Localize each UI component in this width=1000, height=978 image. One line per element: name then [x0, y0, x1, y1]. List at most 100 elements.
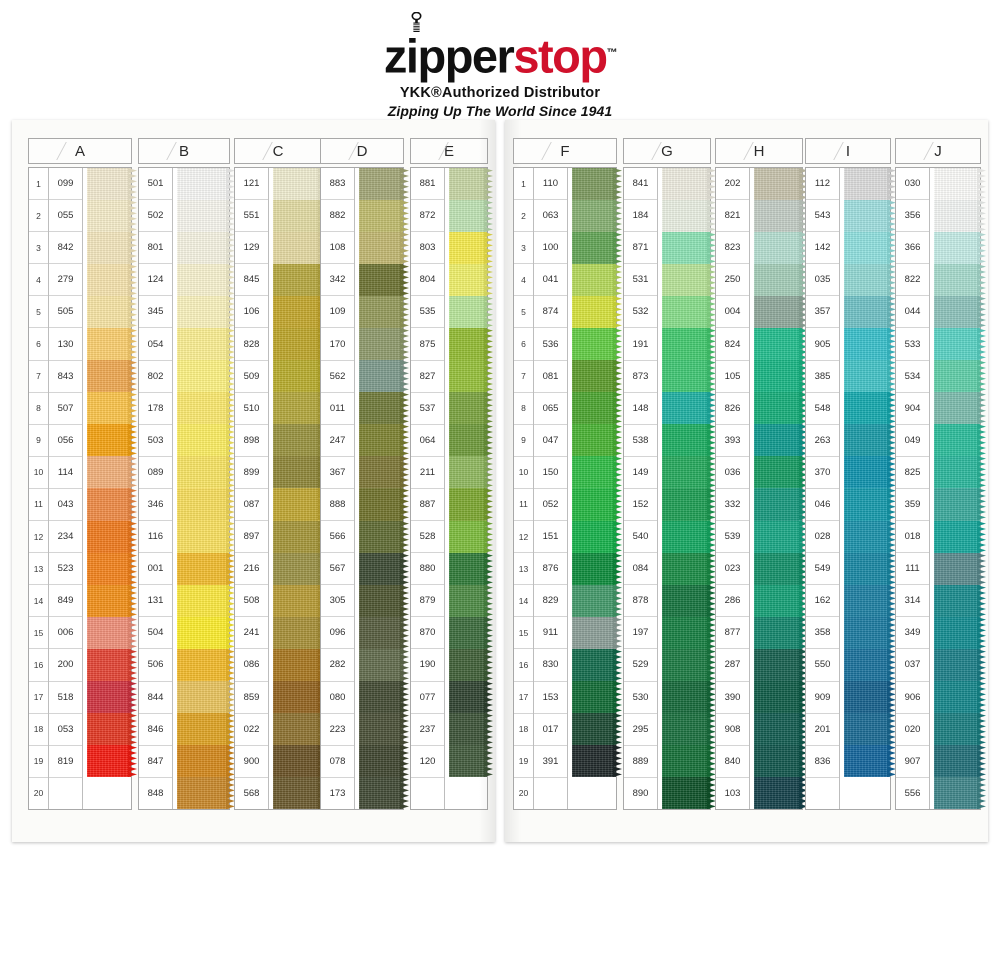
color-swatch[interactable]	[83, 680, 137, 713]
color-swatch[interactable]	[750, 296, 808, 329]
color-swatch[interactable]	[930, 584, 986, 617]
color-swatch[interactable]	[445, 392, 493, 425]
color-swatch[interactable]	[840, 744, 896, 777]
color-swatch[interactable]	[173, 168, 235, 201]
color-swatch[interactable]	[355, 712, 409, 745]
color-swatch[interactable]	[658, 232, 716, 265]
color-swatch[interactable]	[83, 232, 137, 265]
color-swatch[interactable]	[840, 488, 896, 521]
color-swatch[interactable]	[445, 520, 493, 553]
color-swatch[interactable]	[173, 712, 235, 745]
color-swatch[interactable]	[750, 552, 808, 585]
color-swatch[interactable]	[568, 648, 622, 681]
color-swatch[interactable]	[840, 712, 896, 745]
color-swatch[interactable]	[658, 360, 716, 393]
color-swatch[interactable]	[355, 680, 409, 713]
color-swatch[interactable]	[658, 520, 716, 553]
color-swatch[interactable]	[83, 296, 137, 329]
color-swatch[interactable]	[930, 552, 986, 585]
color-swatch[interactable]	[269, 232, 327, 265]
color-swatch[interactable]	[445, 200, 493, 233]
color-swatch[interactable]	[750, 456, 808, 489]
color-swatch[interactable]	[355, 648, 409, 681]
color-swatch[interactable]	[355, 520, 409, 553]
color-swatch[interactable]	[750, 360, 808, 393]
color-swatch[interactable]	[930, 520, 986, 553]
color-swatch[interactable]	[83, 424, 137, 457]
color-swatch[interactable]	[445, 168, 493, 201]
color-swatch[interactable]	[930, 392, 986, 425]
color-swatch[interactable]	[83, 744, 137, 777]
color-swatch[interactable]	[269, 744, 327, 777]
color-swatch[interactable]	[658, 712, 716, 745]
color-swatch[interactable]	[568, 232, 622, 265]
color-swatch[interactable]	[930, 232, 986, 265]
color-swatch[interactable]	[269, 616, 327, 649]
color-swatch[interactable]	[83, 552, 137, 585]
color-swatch[interactable]	[930, 712, 986, 745]
color-swatch[interactable]	[568, 264, 622, 297]
color-swatch[interactable]	[269, 456, 327, 489]
color-swatch[interactable]	[445, 264, 493, 297]
color-swatch[interactable]	[840, 264, 896, 297]
color-swatch[interactable]	[269, 168, 327, 201]
color-swatch[interactable]	[930, 200, 986, 233]
color-swatch[interactable]	[83, 712, 137, 745]
color-swatch[interactable]	[930, 680, 986, 713]
color-swatch[interactable]	[658, 680, 716, 713]
color-swatch[interactable]	[83, 264, 137, 297]
color-swatch[interactable]	[269, 648, 327, 681]
color-swatch[interactable]	[445, 424, 493, 457]
color-swatch[interactable]	[568, 616, 622, 649]
color-swatch[interactable]	[269, 552, 327, 585]
color-swatch[interactable]	[658, 776, 716, 809]
color-swatch[interactable]	[568, 777, 616, 809]
color-swatch[interactable]	[568, 392, 622, 425]
color-swatch[interactable]	[445, 360, 493, 393]
color-swatch[interactable]	[355, 456, 409, 489]
color-swatch[interactable]	[445, 744, 493, 777]
color-swatch[interactable]	[173, 520, 235, 553]
color-swatch[interactable]	[568, 200, 622, 233]
color-swatch[interactable]	[355, 328, 409, 361]
color-swatch[interactable]	[658, 584, 716, 617]
color-swatch[interactable]	[930, 616, 986, 649]
color-swatch[interactable]	[750, 488, 808, 521]
color-swatch[interactable]	[840, 296, 896, 329]
color-swatch[interactable]	[173, 744, 235, 777]
color-swatch[interactable]	[568, 456, 622, 489]
color-swatch[interactable]	[930, 744, 986, 777]
color-swatch[interactable]	[269, 680, 327, 713]
color-swatch[interactable]	[568, 488, 622, 521]
color-swatch[interactable]	[355, 584, 409, 617]
color-swatch[interactable]	[269, 712, 327, 745]
color-swatch[interactable]	[568, 552, 622, 585]
color-swatch[interactable]	[750, 712, 808, 745]
color-swatch[interactable]	[83, 648, 137, 681]
color-swatch[interactable]	[269, 360, 327, 393]
color-swatch[interactable]	[83, 200, 137, 233]
color-swatch[interactable]	[750, 200, 808, 233]
color-swatch[interactable]	[930, 648, 986, 681]
color-swatch[interactable]	[445, 648, 493, 681]
color-swatch[interactable]	[173, 456, 235, 489]
color-swatch[interactable]	[173, 680, 235, 713]
color-swatch[interactable]	[83, 328, 137, 361]
color-swatch[interactable]	[930, 424, 986, 457]
color-swatch[interactable]	[173, 232, 235, 265]
color-swatch[interactable]	[269, 776, 327, 809]
color-swatch[interactable]	[445, 488, 493, 521]
color-swatch[interactable]	[658, 488, 716, 521]
color-swatch[interactable]	[355, 264, 409, 297]
color-swatch[interactable]	[658, 552, 716, 585]
color-swatch[interactable]	[658, 168, 716, 201]
color-swatch[interactable]	[840, 648, 896, 681]
color-swatch[interactable]	[269, 424, 327, 457]
color-swatch[interactable]	[568, 328, 622, 361]
color-swatch[interactable]	[930, 488, 986, 521]
color-swatch[interactable]	[658, 616, 716, 649]
color-swatch[interactable]	[83, 777, 131, 809]
color-swatch[interactable]	[750, 776, 808, 809]
color-swatch[interactable]	[173, 584, 235, 617]
color-swatch[interactable]	[840, 392, 896, 425]
